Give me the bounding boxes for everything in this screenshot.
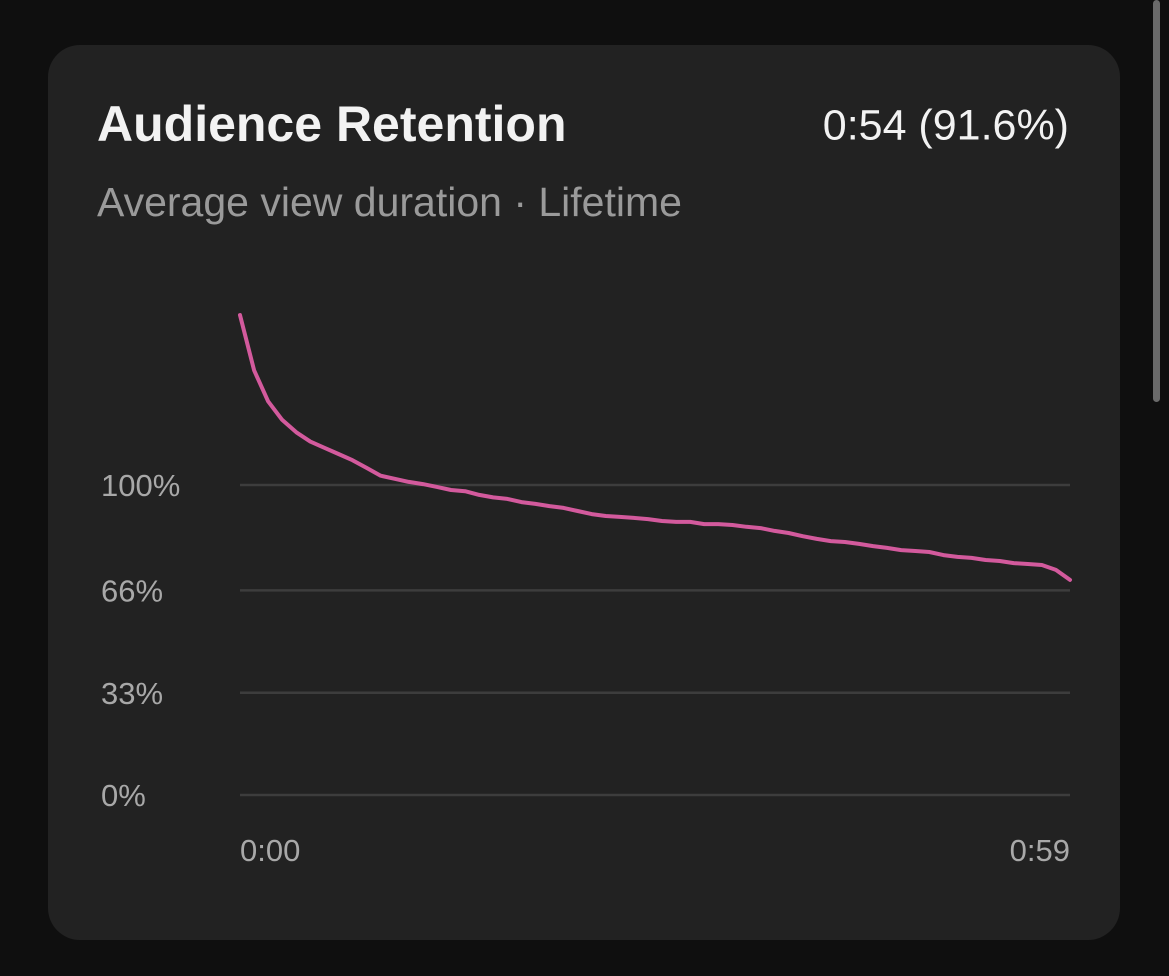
chart-title: Audience Retention — [97, 96, 566, 152]
scrollbar — [1153, 0, 1160, 402]
x-tick-label: 0:00 — [240, 833, 300, 868]
subtitle: Average view duration · Lifetime — [97, 179, 682, 225]
retention-line — [238, 313, 1072, 582]
plot: 0% 33% 66% 100% 0:00 0:59 — [101, 313, 1072, 868]
y-tick-label: 0% — [101, 778, 146, 813]
y-tick-label: 66% — [101, 574, 163, 609]
card — [48, 45, 1120, 940]
y-tick-label: 33% — [101, 676, 163, 711]
y-tick-label: 100% — [101, 468, 180, 503]
x-tick-label: 0:59 — [1010, 833, 1070, 868]
headline: 0:54 (91.6%) — [823, 101, 1069, 149]
